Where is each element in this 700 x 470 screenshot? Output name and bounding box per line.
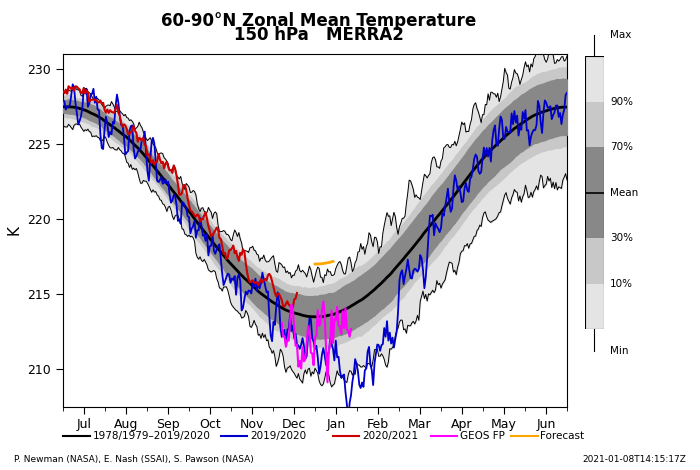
Text: 90%: 90% [610,97,633,107]
Text: Min: Min [610,346,629,356]
Text: GEOS FP: GEOS FP [460,431,505,441]
Bar [584,56,604,102]
Text: 70%: 70% [610,142,633,152]
Text: Mean: Mean [610,188,638,198]
Text: 2021-01-08T14:15:17Z: 2021-01-08T14:15:17Z [582,455,686,464]
Bar [584,283,604,329]
Text: Forecast: Forecast [540,431,584,441]
Text: Max: Max [610,30,631,39]
Text: 1978/1979–2019/2020: 1978/1979–2019/2020 [92,431,210,441]
Text: 2020/2021: 2020/2021 [362,431,418,441]
Text: 60-90°N Zonal Mean Temperature: 60-90°N Zonal Mean Temperature [161,12,476,30]
Bar [584,193,604,238]
Text: 150 hPa   MERRA2: 150 hPa MERRA2 [234,26,403,44]
Bar [584,102,604,147]
Bar [584,147,604,193]
Bar [584,238,604,283]
Text: P. Newman (NASA), E. Nash (SSAI), S. Pawson (NASA): P. Newman (NASA), E. Nash (SSAI), S. Paw… [14,455,253,464]
Y-axis label: K: K [7,225,22,235]
Text: 30%: 30% [610,233,633,243]
Text: 2019/2020: 2019/2020 [250,431,306,441]
Text: 10%: 10% [610,279,633,289]
